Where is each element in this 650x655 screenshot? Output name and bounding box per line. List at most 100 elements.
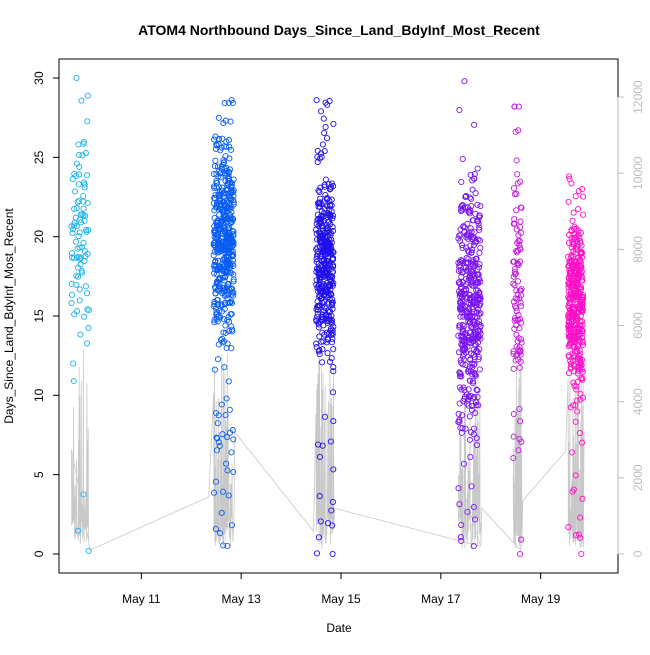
data-point (457, 313, 464, 320)
data-point (565, 198, 572, 205)
data-point (510, 298, 517, 305)
data-point (221, 364, 228, 371)
data-point (219, 229, 226, 236)
data-point (570, 265, 577, 272)
data-point (74, 527, 82, 534)
data-point (314, 310, 321, 317)
data-point (326, 197, 333, 204)
data-point (76, 244, 83, 251)
data-point (511, 315, 519, 322)
data-point (220, 159, 227, 166)
data-point (467, 453, 474, 461)
data-point (216, 205, 223, 212)
data-point (577, 330, 584, 338)
y-tick-label: 5 (32, 471, 46, 478)
data-point (577, 356, 584, 363)
data-point (473, 347, 480, 354)
data-point (565, 353, 573, 360)
data-point (324, 239, 331, 246)
data-point (222, 242, 229, 249)
data-point (229, 326, 236, 333)
data-point (321, 129, 328, 136)
data-point (229, 328, 236, 335)
data-point (210, 252, 217, 259)
data-point (510, 280, 517, 287)
data-point (461, 340, 468, 347)
data-point (473, 320, 481, 327)
data-point (226, 318, 233, 325)
data-point (570, 333, 578, 340)
data-point (328, 312, 335, 319)
data-point (227, 146, 235, 153)
data-point (316, 453, 323, 460)
data-point (577, 262, 584, 269)
data-point (567, 357, 574, 364)
data-point (517, 218, 524, 225)
data-point (327, 213, 334, 220)
data-point (229, 99, 236, 107)
data-point (573, 397, 580, 404)
data-point (71, 222, 78, 229)
data-point (316, 203, 323, 210)
x-axis-label: Date (326, 621, 352, 635)
data-point (224, 260, 231, 267)
data-point (324, 225, 331, 232)
data-point (569, 294, 576, 302)
data-point (321, 181, 328, 188)
y-tick-label: 10 (32, 388, 46, 402)
data-point (73, 160, 80, 167)
data-point (219, 135, 226, 142)
data-point (330, 280, 337, 287)
data-point (569, 239, 576, 246)
data-point (330, 227, 337, 235)
data-point (468, 202, 475, 210)
data-point (211, 223, 218, 230)
data-point (462, 330, 469, 337)
data-point (319, 141, 326, 148)
data-point (577, 514, 584, 521)
data-point (457, 204, 465, 211)
data-point (510, 273, 517, 280)
data-point (214, 247, 221, 254)
data-point (319, 329, 326, 336)
data-point (468, 249, 475, 256)
data-point (230, 278, 237, 285)
data-point (462, 349, 469, 356)
data-point (223, 261, 230, 268)
data-point (469, 177, 476, 184)
data-point (80, 205, 87, 212)
data-point (578, 550, 585, 558)
data-point (518, 319, 525, 326)
data-point (218, 308, 226, 315)
data-point (225, 253, 232, 261)
data-point (226, 328, 233, 335)
data-point (321, 288, 328, 295)
data-point (85, 226, 92, 234)
data-point (456, 501, 463, 508)
data-point (511, 220, 518, 227)
data-point (474, 165, 481, 172)
data-point (215, 191, 222, 198)
data-point (314, 313, 321, 320)
data-point (572, 193, 579, 200)
data-point (211, 489, 218, 496)
data-point (330, 183, 337, 190)
data-point (315, 441, 322, 448)
data-point (513, 207, 520, 214)
data-point (222, 245, 229, 252)
data-point (476, 226, 483, 233)
data-point (68, 291, 76, 298)
data-point (459, 244, 466, 251)
data-point (518, 303, 525, 310)
data-point (459, 155, 466, 163)
data-point (76, 229, 83, 236)
data-point (459, 425, 466, 432)
data-point (218, 144, 225, 151)
data-point (514, 180, 521, 187)
data-point (574, 324, 581, 331)
data-point (577, 237, 584, 244)
data-point (477, 335, 484, 342)
y2-tick-label: 2000 (631, 464, 645, 491)
